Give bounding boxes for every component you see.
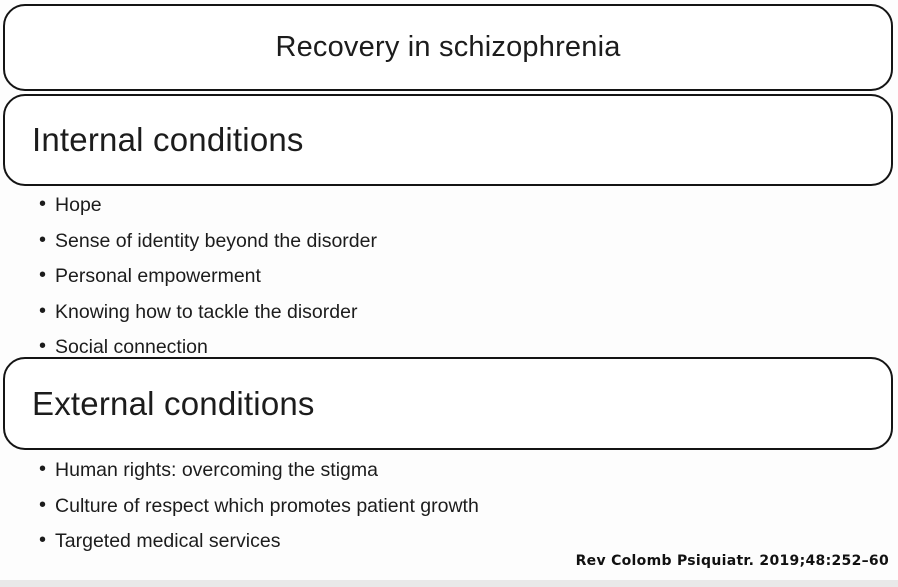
title-box: Recovery in schizophrenia bbox=[3, 4, 893, 91]
list-item-text: Targeted medical services bbox=[55, 530, 281, 553]
internal-conditions-box: Internal conditions bbox=[3, 94, 893, 186]
list-item: Targeted medical services bbox=[39, 524, 479, 560]
list-item-text: Personal empowerment bbox=[55, 265, 261, 288]
external-conditions-box: External conditions bbox=[3, 357, 893, 450]
list-item: Hope bbox=[39, 188, 377, 224]
list-item-text: Human rights: overcoming the stigma bbox=[55, 459, 378, 482]
list-item-text: Culture of respect which promotes patien… bbox=[55, 494, 479, 517]
list-item: Personal empowerment bbox=[39, 259, 377, 295]
list-item: Human rights: overcoming the stigma bbox=[39, 453, 479, 489]
list-item: Culture of respect which promotes patien… bbox=[39, 489, 479, 525]
list-item-text: Hope bbox=[55, 194, 102, 217]
list-item: Knowing how to tackle the disorder bbox=[39, 295, 377, 331]
external-conditions-list: Human rights: overcoming the stigma Cult… bbox=[39, 453, 479, 560]
internal-conditions-list: Hope Sense of identity beyond the disord… bbox=[39, 188, 377, 366]
internal-conditions-heading: Internal conditions bbox=[32, 121, 304, 158]
figure-title: Recovery in schizophrenia bbox=[275, 31, 621, 63]
external-conditions-heading: External conditions bbox=[32, 384, 315, 422]
list-item-text: Social connection bbox=[55, 336, 208, 359]
list-item-text: Knowing how to tackle the disorder bbox=[55, 300, 358, 323]
list-item: Sense of identity beyond the disorder bbox=[39, 224, 377, 260]
list-item-text: Sense of identity beyond the disorder bbox=[55, 229, 377, 252]
journal-citation: Rev Colomb Psiquiatr. 2019;48:252–60 bbox=[575, 553, 889, 569]
list-item: Social connection bbox=[39, 330, 377, 366]
bottom-strip bbox=[0, 580, 898, 587]
